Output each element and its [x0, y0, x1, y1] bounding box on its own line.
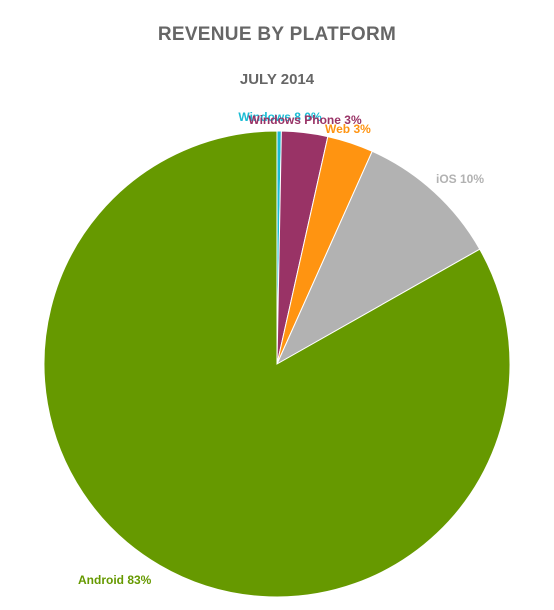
slice-label-web: Web 3% — [325, 122, 371, 136]
slice-label-android: Android 83% — [78, 573, 152, 587]
chart-title: REVENUE BY PLATFORM — [157, 24, 397, 45]
slice-label-windows-phone: Windows Phone 3% — [248, 113, 362, 127]
slice-label-ios: iOS 10% — [436, 172, 484, 186]
slice-label-windows-8: Windows 8 0% — [238, 110, 322, 124]
chart-subtitle: JULY 2014 — [239, 71, 315, 88]
pie-slice-android — [43, 130, 511, 598]
pie-slice-ios — [275, 150, 481, 366]
